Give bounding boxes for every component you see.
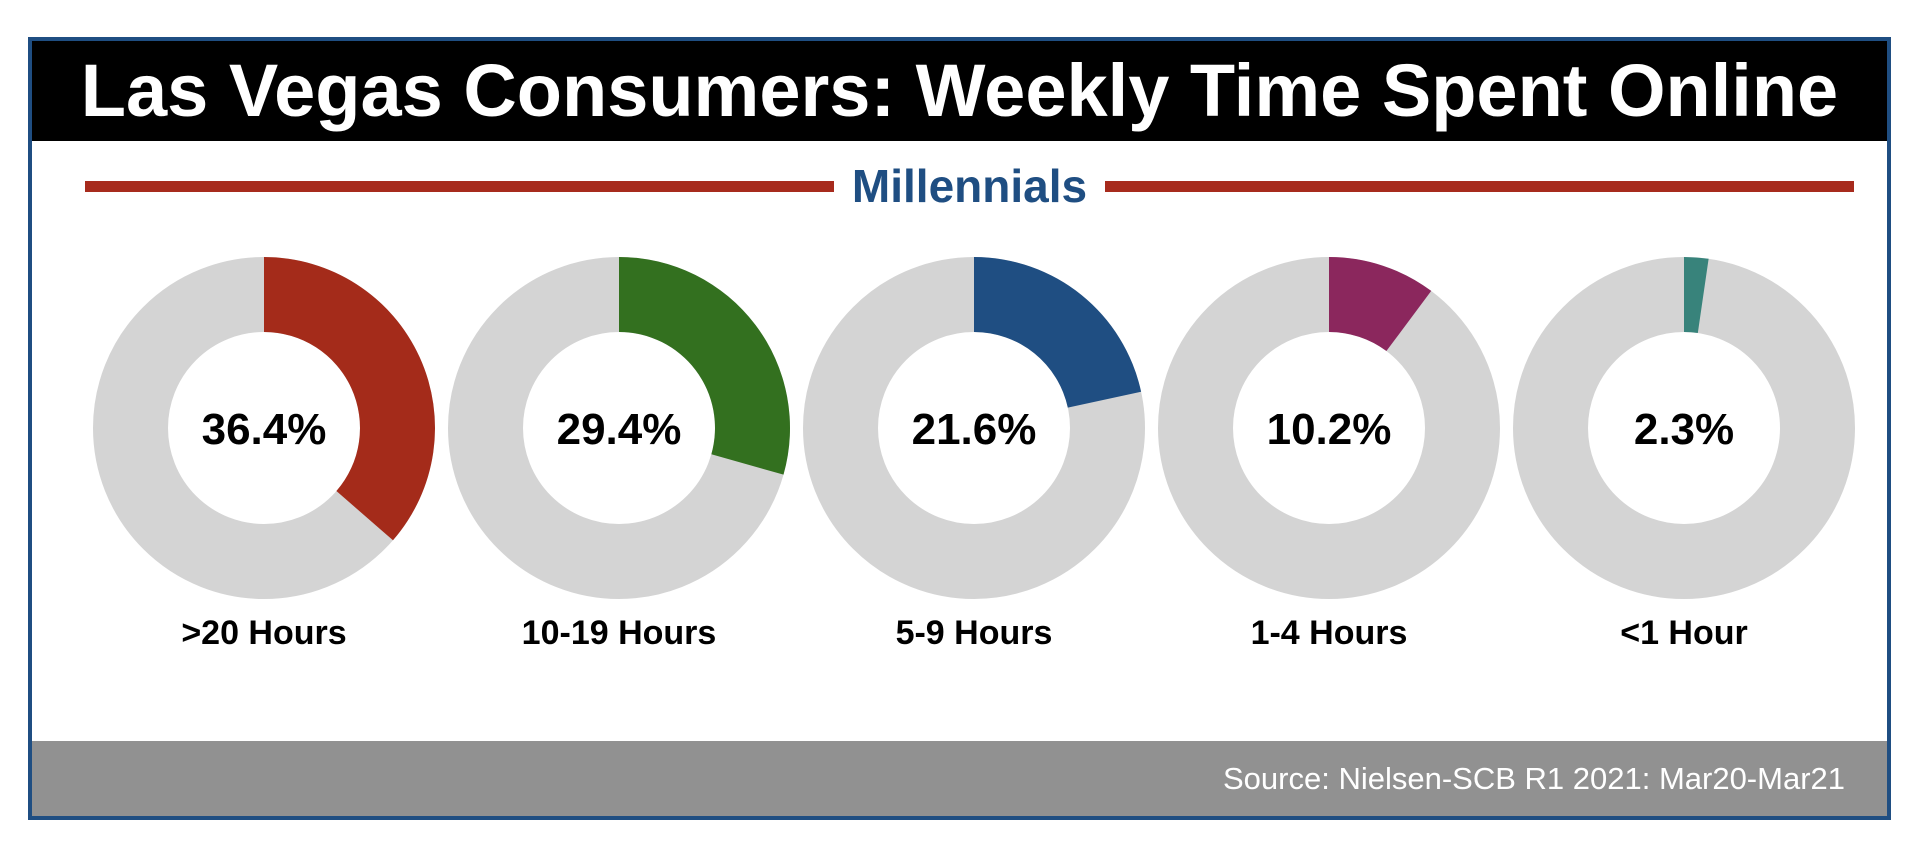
chart-title: Las Vegas Consumers: Weekly Time Spent O… (80, 49, 1839, 132)
footer-bar: Source: Nielsen-SCB R1 2021: Mar20-Mar21 (32, 741, 1887, 816)
left-rule (85, 180, 834, 192)
value-label: 2.3% (1634, 405, 1734, 454)
donut-3: 21.6% 5-9 Hours (803, 257, 1145, 652)
category-label: 5-9 Hours (896, 614, 1053, 652)
value-label: 21.6% (912, 405, 1037, 454)
donut-slice (974, 257, 1142, 408)
donut-slice (619, 257, 790, 475)
donut-charts: 36.4% >20 Hours 29.4% 10-19 Hours 21.6% 5-9 H… (93, 257, 1855, 652)
value-label: 36.4% (202, 405, 327, 454)
donut-2: 29.4% 10-19 Hours (448, 257, 790, 652)
donut-1: 36.4% >20 Hours (93, 257, 435, 652)
source-note: Source: Nielsen-SCB R1 2021: Mar20-Mar21 (1223, 760, 1845, 796)
right-rule (1105, 180, 1855, 192)
category-label: <1 Hour (1620, 614, 1748, 652)
category-label: 10-19 Hours (522, 614, 717, 652)
donut-slice (264, 257, 435, 541)
chart-subtitle: Millennials (851, 160, 1088, 212)
subtitle-row: Millennials (85, 156, 1855, 216)
donut-slice (1684, 257, 1709, 334)
category-label: >20 Hours (181, 614, 346, 652)
category-label: 1-4 Hours (1251, 614, 1408, 652)
donut-5: 2.3% <1 Hour (1513, 257, 1855, 652)
value-label: 10.2% (1267, 405, 1392, 454)
donut-4: 10.2% 1-4 Hours (1158, 257, 1500, 652)
value-label: 29.4% (557, 405, 682, 454)
title-bar: Las Vegas Consumers: Weekly Time Spent O… (32, 41, 1887, 141)
donut-slice (1329, 257, 1432, 352)
chart-frame: Las Vegas Consumers: Weekly Time Spent O… (28, 37, 1891, 820)
